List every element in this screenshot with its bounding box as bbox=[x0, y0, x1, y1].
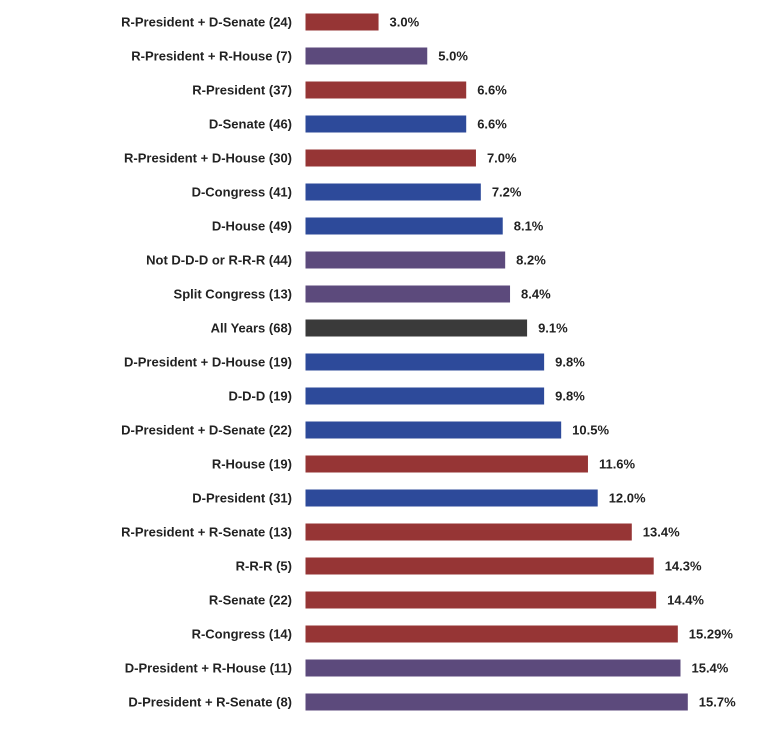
bar bbox=[305, 353, 545, 371]
bar bbox=[305, 285, 511, 303]
bar bbox=[305, 149, 476, 167]
category-label: R-R-R (5) bbox=[236, 559, 292, 574]
bar bbox=[305, 455, 588, 473]
category-label: R-Congress (14) bbox=[192, 627, 292, 642]
category-label: D-Congress (41) bbox=[192, 185, 292, 200]
value-label: 8.2% bbox=[516, 253, 546, 268]
value-label: 6.6% bbox=[477, 83, 507, 98]
value-label: 7.0% bbox=[487, 151, 517, 166]
category-label: D-President + R-House (11) bbox=[125, 661, 292, 676]
value-label: 9.1% bbox=[538, 321, 568, 336]
category-label: D-House (49) bbox=[212, 219, 292, 234]
value-label: 14.3% bbox=[665, 559, 702, 574]
bar bbox=[305, 81, 467, 99]
bar bbox=[305, 489, 598, 507]
bar bbox=[305, 625, 678, 643]
bar bbox=[305, 523, 632, 541]
value-label: 8.1% bbox=[514, 219, 544, 234]
category-label: All Years (68) bbox=[211, 321, 292, 336]
value-label: 6.6% bbox=[477, 117, 507, 132]
category-label: D-President (31) bbox=[192, 491, 292, 506]
value-label: 11.6% bbox=[599, 457, 636, 472]
category-label: D-President + R-Senate (8) bbox=[128, 695, 292, 710]
bar bbox=[305, 387, 545, 405]
value-label: 7.2% bbox=[492, 185, 522, 200]
category-label: R-President (37) bbox=[192, 83, 292, 98]
value-label: 15.7% bbox=[699, 695, 736, 710]
category-label: R-Senate (22) bbox=[209, 593, 292, 608]
category-label: R-President + D-Senate (24) bbox=[121, 15, 292, 30]
value-label: 15.4% bbox=[691, 661, 728, 676]
bar bbox=[305, 557, 654, 575]
bar bbox=[305, 115, 467, 133]
bar bbox=[305, 319, 528, 337]
value-label: 10.5% bbox=[572, 423, 609, 438]
category-label: Split Congress (13) bbox=[174, 287, 292, 302]
bar bbox=[305, 693, 688, 711]
value-label: 13.4% bbox=[643, 525, 680, 540]
category-label: R-President + R-House (7) bbox=[131, 49, 292, 64]
category-label: Not D-D-D or R-R-R (44) bbox=[146, 253, 292, 268]
category-label: D-President + D-House (19) bbox=[124, 355, 292, 370]
value-label: 9.8% bbox=[555, 389, 585, 404]
category-label: D-D-D (19) bbox=[228, 389, 292, 404]
bar bbox=[305, 217, 503, 235]
category-label: D-Senate (46) bbox=[209, 117, 292, 132]
bar bbox=[305, 13, 379, 31]
value-label: 15.29% bbox=[689, 627, 734, 642]
value-label: 12.0% bbox=[609, 491, 646, 506]
value-label: 8.4% bbox=[521, 287, 551, 302]
category-label: R-President + D-House (30) bbox=[124, 151, 292, 166]
bar bbox=[305, 251, 506, 269]
bar bbox=[305, 47, 428, 65]
value-label: 5.0% bbox=[438, 49, 468, 64]
category-label: D-President + D-Senate (22) bbox=[121, 423, 292, 438]
category-label: R-President + R-Senate (13) bbox=[121, 525, 292, 540]
bar bbox=[305, 183, 481, 201]
value-label: 14.4% bbox=[667, 593, 704, 608]
value-label: 3.0% bbox=[390, 15, 420, 30]
category-label: R-House (19) bbox=[212, 457, 292, 472]
bar bbox=[305, 421, 562, 439]
bar bbox=[305, 659, 681, 677]
bar bbox=[305, 591, 657, 609]
value-label: 9.8% bbox=[555, 355, 585, 370]
